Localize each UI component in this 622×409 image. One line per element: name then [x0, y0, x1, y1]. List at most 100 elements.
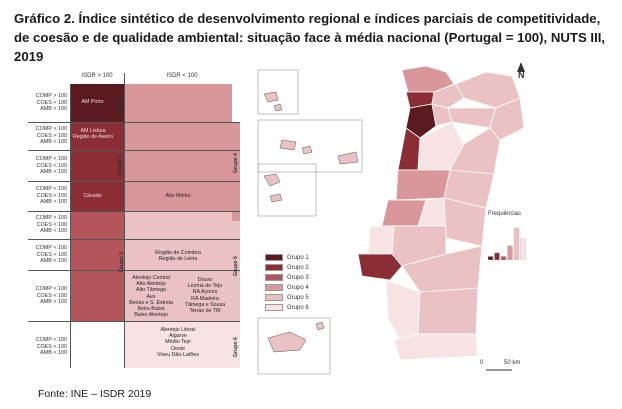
region-alentejo-litoral [385, 279, 421, 341]
region-label-cavado: Cávado [83, 193, 102, 199]
region-ave [431, 83, 465, 109]
inset-box-azores-west [257, 163, 317, 217]
cell-group1-strip [115, 84, 124, 122]
region-label-am-lisboa: AM Lisboa Região de Aveiro [72, 128, 114, 141]
row-divider [28, 150, 240, 151]
row-label: COMP < 100 COES < 100 AMB > 100 [35, 286, 67, 306]
group-label-4: Grupo 4 [233, 153, 239, 173]
island-shape [301, 145, 313, 155]
cell-group1 [70, 84, 115, 122]
cell-group5-c [124, 270, 232, 321]
frequency-bar [513, 227, 520, 261]
region-alentejo-central [401, 245, 483, 293]
legend-swatch-group6 [265, 304, 283, 311]
inset-box-savage [257, 69, 299, 115]
figure-title: Gráfico 2. Índice sintético de desenvolv… [14, 11, 606, 64]
col-header-isdr-above: ISDR > 100 [81, 73, 113, 79]
group-label-3: Grupo 3 [119, 252, 125, 272]
region-label-coimbra-leiria: Região de Coimbra Região de Leiria [155, 250, 201, 263]
cell-group4-strip [232, 122, 240, 221]
north-label: N [518, 70, 525, 80]
region-am-porto [405, 103, 437, 139]
group-label-1: Grupo 1 [117, 96, 123, 116]
cell-group2-b [70, 150, 115, 181]
row-divider [28, 181, 240, 182]
region-label-group6: Alentejo Litoral Algarve Médio Tejo Oest… [156, 327, 199, 358]
legend-swatch-group1 [265, 254, 283, 261]
legend-label-group6: Grupo 6 [287, 305, 309, 311]
inset-box-madeira [257, 317, 331, 375]
frequency-label: Frequências [488, 211, 522, 217]
cell-group2-c [70, 181, 115, 211]
region-label-group5-right: Douro Lezíria do Tejo RA Açores RA Madei… [184, 277, 226, 315]
col-divider [124, 73, 125, 368]
region-terras-tm-east [489, 97, 525, 141]
cell-group6-strip [232, 321, 240, 368]
legend-swatch-group4 [265, 284, 283, 291]
island-shape [315, 321, 325, 331]
scale-start: 0 [480, 360, 484, 366]
island-shape [337, 151, 359, 165]
col-header-isdr-below: ISDR < 100 [166, 73, 198, 79]
frequency-bar [500, 256, 507, 261]
legend-label-group1: Grupo 1 [287, 255, 309, 261]
row-label: COMP > 100 COES < 100 AMB > 100 [35, 156, 67, 176]
group-label-2: Grupo 2 [117, 155, 123, 175]
scale-end: 50 km [504, 360, 520, 366]
legend-label-group4: Grupo 4 [287, 285, 309, 291]
frequency-bars [487, 226, 528, 261]
island-shape [263, 91, 279, 103]
row-label: COMP < 100 COES > 100 AMB < 100 [35, 245, 67, 265]
region-label-group5-left: Alentejo Central Alto Alentejo Alto Tâme… [129, 275, 173, 319]
frequency-bar [507, 245, 513, 261]
legend-swatch-group2 [265, 264, 283, 271]
frequency-bar [520, 238, 526, 261]
legend-label-group5: Grupo 5 [287, 295, 309, 301]
island-shape [279, 139, 297, 151]
region-oeste [367, 225, 395, 255]
cell-group5-strip [232, 221, 240, 321]
row-label: COMP > 100 COES < 100 AMB < 100 [35, 215, 67, 235]
inset-box-azores-central [257, 119, 363, 173]
row-divider [28, 321, 240, 322]
frequency-bar [487, 256, 494, 261]
cell-empty-bottom-left [70, 321, 124, 368]
cell-group4 [124, 84, 232, 211]
cell-group6 [124, 321, 232, 368]
legend-label-group2: Grupo 2 [287, 265, 309, 271]
row-label: COMP > 100 COES > 100 AMB < 100 [35, 126, 67, 146]
legend-label-group3: Grupo 3 [287, 275, 309, 281]
cell-group5-a [124, 211, 232, 239]
row-label: COMP < 100 COES > 100 AMB > 100 [35, 186, 67, 206]
row-label: COMP < 100 COES < 100 AMB < 100 [35, 337, 67, 357]
frequency-bar-chart [487, 227, 526, 261]
source-note: Fonte: INE – ISDR 2019 [38, 388, 152, 400]
region-coimbra [395, 169, 451, 201]
island-shape [273, 103, 283, 112]
island-shape [263, 173, 281, 187]
cell-group3 [70, 211, 124, 321]
region-label-alto-minho: Alto Minho [165, 193, 191, 199]
group-label-6: Grupo 6 [233, 337, 239, 357]
region-baixo-alentejo [417, 287, 479, 335]
legend-swatch-group5 [265, 294, 283, 301]
cell-group-strip-top [115, 84, 124, 211]
group-label-5: Grupo 5 [233, 256, 239, 276]
north-arrow-icon [517, 62, 525, 72]
region-douro [447, 107, 497, 129]
region-label-am-porto: AM Porto [81, 99, 104, 105]
island-shape [269, 193, 283, 203]
cell-group5-b [124, 239, 232, 270]
region-algarve [393, 333, 479, 361]
col-divider-left [70, 84, 71, 368]
legend-swatch-group3 [265, 274, 283, 281]
row-divider [28, 239, 240, 240]
row-divider [28, 122, 240, 123]
cell-group2-a [70, 122, 115, 150]
row-divider [28, 270, 240, 271]
frequency-bar [494, 252, 500, 261]
portugal-map: N 0 50 km [257, 62, 525, 375]
row-label: COMP > 100 COES > 100 AMB > 100 [35, 93, 67, 113]
row-divider [28, 211, 240, 212]
